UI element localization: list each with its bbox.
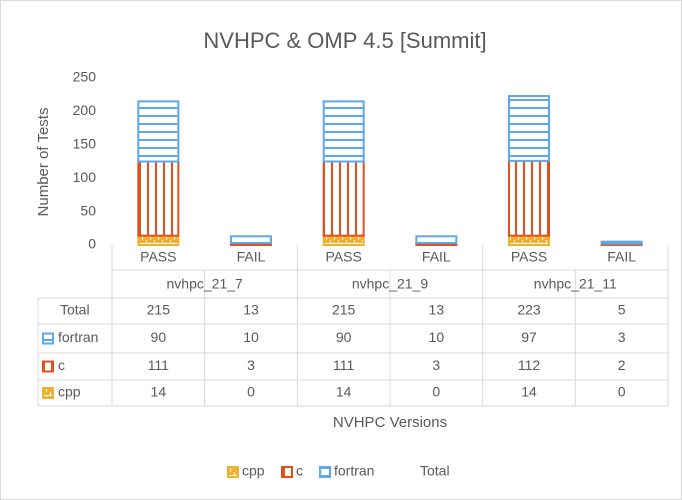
legend-label: c [296, 463, 303, 479]
table-cell: 0 [432, 384, 440, 400]
table-row-label: c [58, 357, 65, 373]
bar-segment [137, 100, 180, 163]
table-cell: 10 [243, 329, 259, 345]
legend-label: fortran [334, 463, 374, 479]
legend-key [227, 466, 239, 478]
y-tick-label: 0 [88, 236, 96, 252]
x-tick-label: PASS [140, 249, 176, 265]
table-cell: 10 [429, 329, 445, 345]
bar-segment [137, 234, 180, 246]
legend-key [281, 466, 293, 478]
table-row-label: cpp [58, 384, 81, 400]
table-cell: 14 [336, 384, 352, 400]
table-cell: 3 [432, 357, 440, 373]
group-label: nvhpc_21_11 [534, 276, 617, 292]
y-tick-label: 100 [73, 169, 97, 185]
legend-key [319, 466, 331, 478]
table-cell: 0 [247, 384, 255, 400]
x-tick-label: PASS [326, 249, 362, 265]
y-tick-label: 150 [73, 136, 97, 152]
table-legend-key [42, 387, 54, 399]
table-cell: 13 [429, 302, 445, 318]
group-label: nvhpc_21_7 [167, 276, 244, 292]
table-cell: 215 [147, 302, 171, 318]
table-cell: 3 [618, 329, 626, 345]
chart-title: NVHPC & OMP 4.5 [Summit] [203, 28, 486, 53]
y-tick-label: 50 [80, 202, 96, 218]
table-cell: 5 [618, 302, 626, 318]
table-cell: 14 [151, 384, 167, 400]
bar-segment [508, 95, 550, 162]
bar-segment [137, 160, 180, 237]
table-cell: 90 [151, 329, 167, 345]
y-tick-label: 250 [73, 69, 97, 85]
table-cell: 223 [517, 302, 541, 318]
table-row-label: Total [60, 302, 90, 318]
table-legend-key [42, 332, 54, 345]
table-cell: 215 [332, 302, 356, 318]
table-cell: 97 [521, 329, 537, 345]
x-tick-label: FAIL [422, 249, 451, 265]
legend-label: Total [420, 463, 450, 479]
table-cell: 3 [247, 357, 255, 373]
table-cell: 112 [518, 357, 541, 373]
bar-segment [508, 234, 550, 246]
table-cell: 0 [618, 384, 626, 400]
table-cell: 90 [336, 329, 352, 345]
bar-segment [415, 235, 458, 244]
table-cell: 111 [148, 357, 169, 373]
bar-segment [508, 159, 550, 237]
group-label: nvhpc_21_9 [352, 276, 429, 292]
table-cell: 14 [521, 384, 537, 400]
table-legend-key [42, 360, 54, 373]
x-tick-label: FAIL [607, 249, 636, 265]
bar-segment [600, 240, 643, 245]
table-row-label: fortran [58, 329, 98, 345]
x-tick-label: FAIL [237, 249, 266, 265]
bar-segment [322, 100, 365, 163]
table-cell: 2 [618, 357, 626, 373]
x-tick-label: PASS [511, 249, 547, 265]
legend-label: cpp [242, 463, 265, 479]
table-cell: 111 [333, 357, 354, 373]
bar-segment [322, 234, 365, 246]
y-tick-label: 200 [73, 102, 97, 118]
y-axis-title: Number of Tests [35, 108, 52, 217]
bar-segment [322, 160, 365, 237]
x-axis-title: NVHPC Versions [333, 414, 447, 431]
table-cell: 13 [243, 302, 259, 318]
bar-segment [230, 235, 272, 244]
